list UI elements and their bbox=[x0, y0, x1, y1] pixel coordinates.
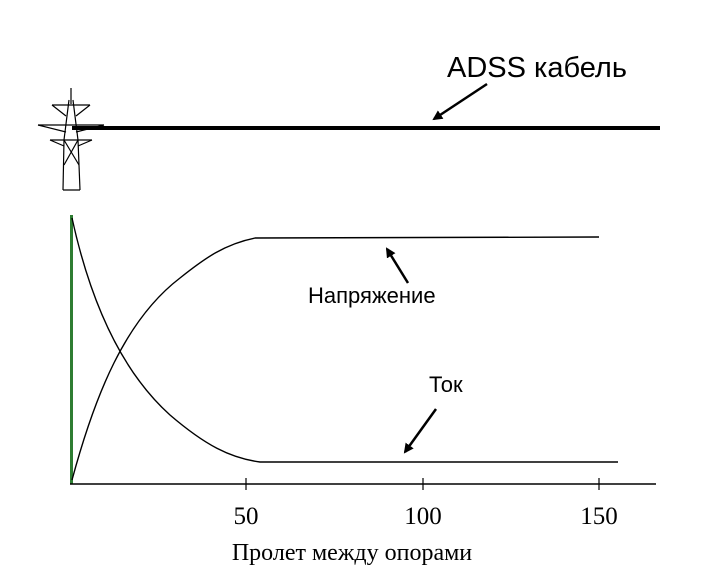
voltage-label: Напряжение bbox=[308, 283, 436, 308]
voltage-curve bbox=[71, 236, 600, 481]
current-label: Ток bbox=[429, 372, 463, 397]
x-tick-label-100: 100 bbox=[404, 503, 442, 530]
current-pointer-arrow bbox=[403, 408, 438, 454]
x-axis-label: Пролет между опорами bbox=[232, 540, 472, 566]
voltage-pointer-arrow bbox=[385, 247, 410, 284]
cable-label: ADSS кабель bbox=[447, 52, 627, 84]
current-curve bbox=[71, 217, 618, 463]
x-tick-label-50: 50 bbox=[234, 503, 259, 530]
transmission-tower-icon bbox=[37, 88, 105, 191]
cable-pointer-arrow bbox=[432, 82, 488, 121]
x-tick-label-150: 150 bbox=[580, 503, 618, 530]
